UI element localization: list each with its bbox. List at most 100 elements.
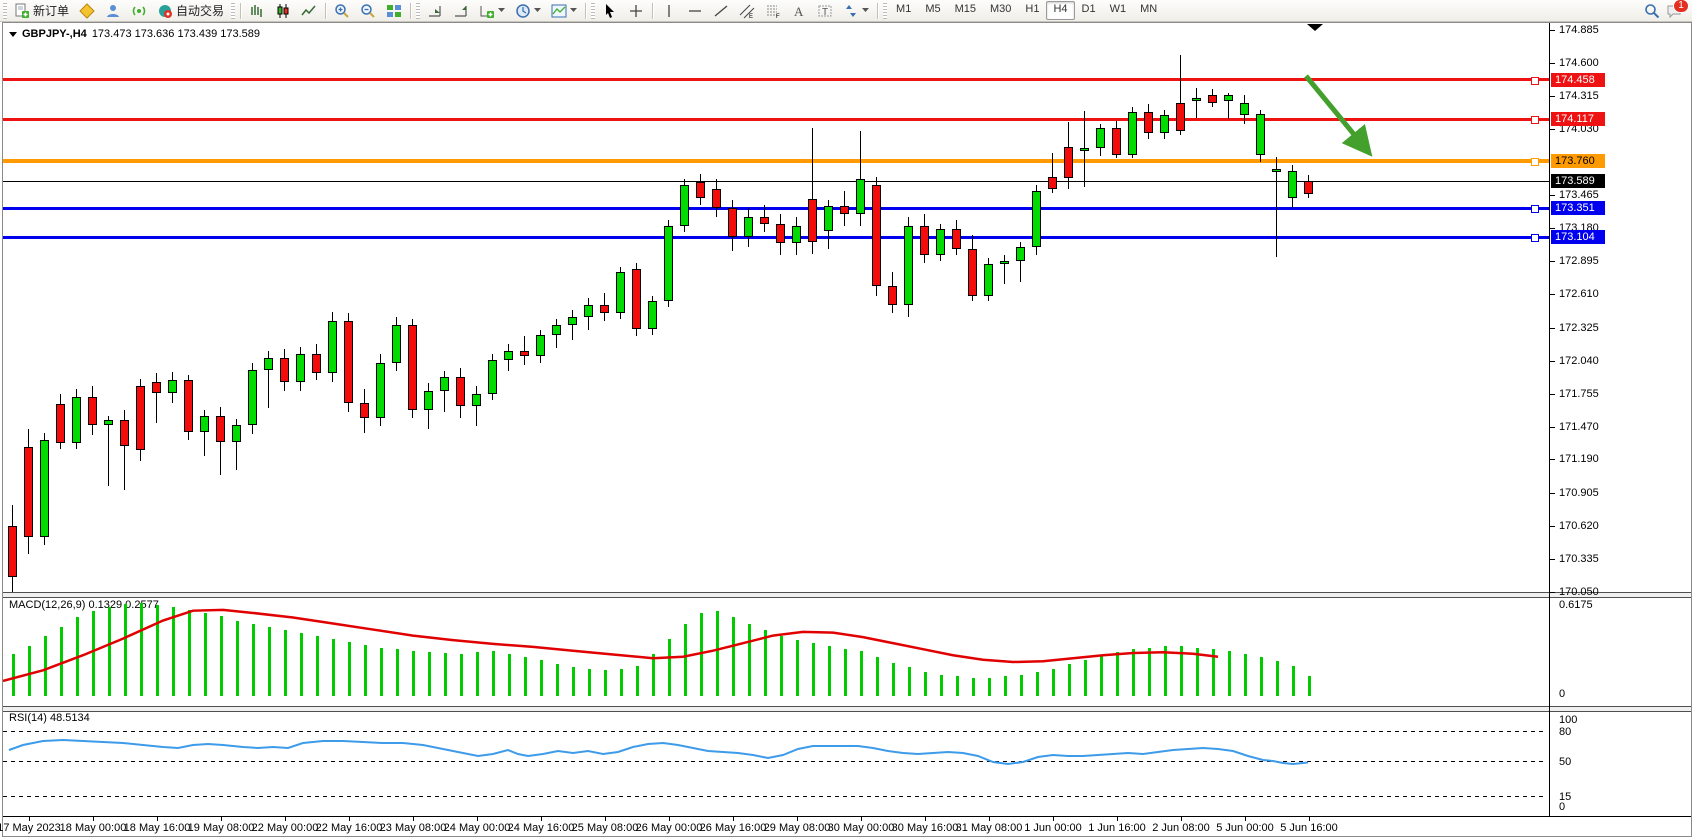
vline-button[interactable]	[656, 0, 682, 21]
candle	[88, 396, 97, 425]
crosshair-button[interactable]	[623, 0, 649, 21]
timeframe-h1[interactable]: H1	[1025, 3, 1040, 15]
candle	[408, 324, 417, 410]
candle	[1272, 168, 1281, 172]
auto-scroll-button[interactable]	[422, 0, 448, 21]
candle	[312, 353, 321, 374]
price-tick-label: 171.470	[1559, 420, 1599, 433]
candle	[232, 424, 241, 443]
timeframe-w1[interactable]: W1	[1109, 3, 1127, 15]
time-tick	[285, 817, 286, 821]
text-label-button[interactable]: T	[812, 0, 838, 21]
macd-histogram-bar	[1276, 661, 1279, 696]
candle-wick	[124, 409, 125, 490]
horizontal-line-174.117[interactable]	[3, 117, 1549, 121]
time-tick	[1245, 817, 1246, 821]
text-button[interactable]: A	[786, 0, 812, 21]
hline-button[interactable]	[682, 0, 708, 21]
cursor-button[interactable]	[597, 0, 623, 21]
price-tick-dash	[1550, 261, 1555, 263]
price-panel[interactable]	[3, 23, 1691, 592]
collapse-icon[interactable]	[9, 31, 17, 37]
search-icon[interactable]	[1644, 3, 1660, 19]
rsi-level-15	[3, 796, 1547, 797]
timeframe-m5[interactable]: M5	[925, 3, 941, 15]
chevron-down-icon[interactable]	[570, 1, 578, 20]
candle	[584, 304, 593, 317]
chevron-down-icon[interactable]	[862, 1, 870, 20]
timeframe-m1[interactable]: M1	[896, 3, 912, 15]
arrows-button[interactable]	[838, 0, 874, 21]
line-handle[interactable]	[1531, 157, 1539, 166]
candle	[1288, 171, 1297, 198]
candle	[552, 324, 561, 336]
toolbar-grip[interactable]	[883, 2, 888, 19]
candle-wick	[1276, 157, 1277, 258]
toolbar-separator	[325, 2, 327, 19]
signals-button[interactable]	[126, 0, 152, 21]
toolbar-grip[interactable]	[591, 2, 596, 19]
new-order-button[interactable]: 新订单	[9, 0, 74, 21]
line-handle[interactable]	[1531, 76, 1539, 85]
line-handle[interactable]	[1531, 234, 1539, 243]
profiles-button[interactable]	[510, 0, 546, 21]
toolbar-grip[interactable]	[3, 2, 7, 19]
time-label: 22 May 00:00	[251, 822, 319, 834]
chart-window[interactable]: GBPJPY-,H4 173.473 173.636 173.439 173.5…	[0, 22, 1692, 837]
line-chart-button[interactable]	[296, 0, 322, 21]
toolbar-grip[interactable]	[416, 2, 421, 19]
indicators-button[interactable]	[546, 0, 582, 21]
notification-badge: 1	[1673, 0, 1689, 13]
candle	[152, 381, 161, 394]
toolbar-grip[interactable]	[231, 2, 236, 19]
time-tick	[669, 817, 670, 821]
community-button[interactable]	[100, 0, 126, 21]
metaeditor-button[interactable]	[74, 0, 100, 21]
channel-button[interactable]: E	[734, 0, 760, 21]
timeframe-m15[interactable]: M15	[954, 3, 976, 15]
candle	[456, 376, 465, 406]
price-tick-dash	[1550, 96, 1555, 98]
metaeditor-icon	[79, 2, 95, 19]
axis-separator	[1549, 23, 1550, 816]
horizontal-line-174.458[interactable]	[3, 78, 1549, 82]
candle	[8, 525, 17, 577]
candle	[376, 363, 385, 418]
horizontal-line-173.760[interactable]	[3, 158, 1549, 163]
notifications-icon[interactable]: 1	[1666, 0, 1689, 19]
fibonacci-button[interactable]: F	[760, 0, 786, 21]
price-tick-dash	[1550, 228, 1555, 230]
new-chart-button[interactable]	[474, 0, 510, 21]
time-label: 30 May 00:00	[827, 822, 895, 834]
time-tick	[221, 817, 222, 821]
chevron-down-icon[interactable]	[534, 1, 542, 20]
time-axis[interactable]: 17 May 2023 18 May 00:00 18 May 16:00 19 Ma…	[0, 816, 1691, 837]
horizontal-line-173.351[interactable]	[3, 206, 1549, 210]
line-handle[interactable]	[1531, 116, 1539, 125]
zoom-out-button[interactable]	[355, 0, 381, 21]
tile-windows-button[interactable]	[381, 0, 407, 21]
bar-chart-button[interactable]	[244, 0, 270, 21]
timeframe-mn[interactable]: MN	[1140, 3, 1158, 15]
price-axis[interactable]: 174.885 174.600 174.315 174.030 173.465 173.1…	[3, 23, 1691, 816]
macd-histogram-bar	[924, 671, 927, 696]
timeframe-m30[interactable]: M30	[990, 3, 1012, 15]
timeframe-h4[interactable]: H4	[1046, 1, 1075, 20]
candle	[616, 272, 625, 314]
candle	[808, 199, 817, 243]
panel-splitter[interactable]	[3, 706, 1691, 712]
macd-histogram-bar	[1052, 668, 1055, 696]
chart-shift-button[interactable]	[448, 0, 474, 21]
panel-splitter[interactable]	[3, 592, 1691, 598]
candlestick-button[interactable]	[270, 0, 296, 21]
zoom-in-button[interactable]	[329, 0, 355, 21]
time-label: 17 May 2023	[0, 822, 61, 834]
line-handle[interactable]	[1531, 205, 1539, 214]
chevron-down-icon[interactable]	[498, 1, 506, 20]
candle	[1160, 115, 1169, 133]
trendline-button[interactable]	[708, 0, 734, 21]
timeframe-d1[interactable]: D1	[1081, 3, 1096, 15]
autotrading-button[interactable]: 自动交易	[152, 0, 229, 21]
price-tick-dash	[1550, 592, 1555, 593]
candle	[1080, 147, 1089, 151]
